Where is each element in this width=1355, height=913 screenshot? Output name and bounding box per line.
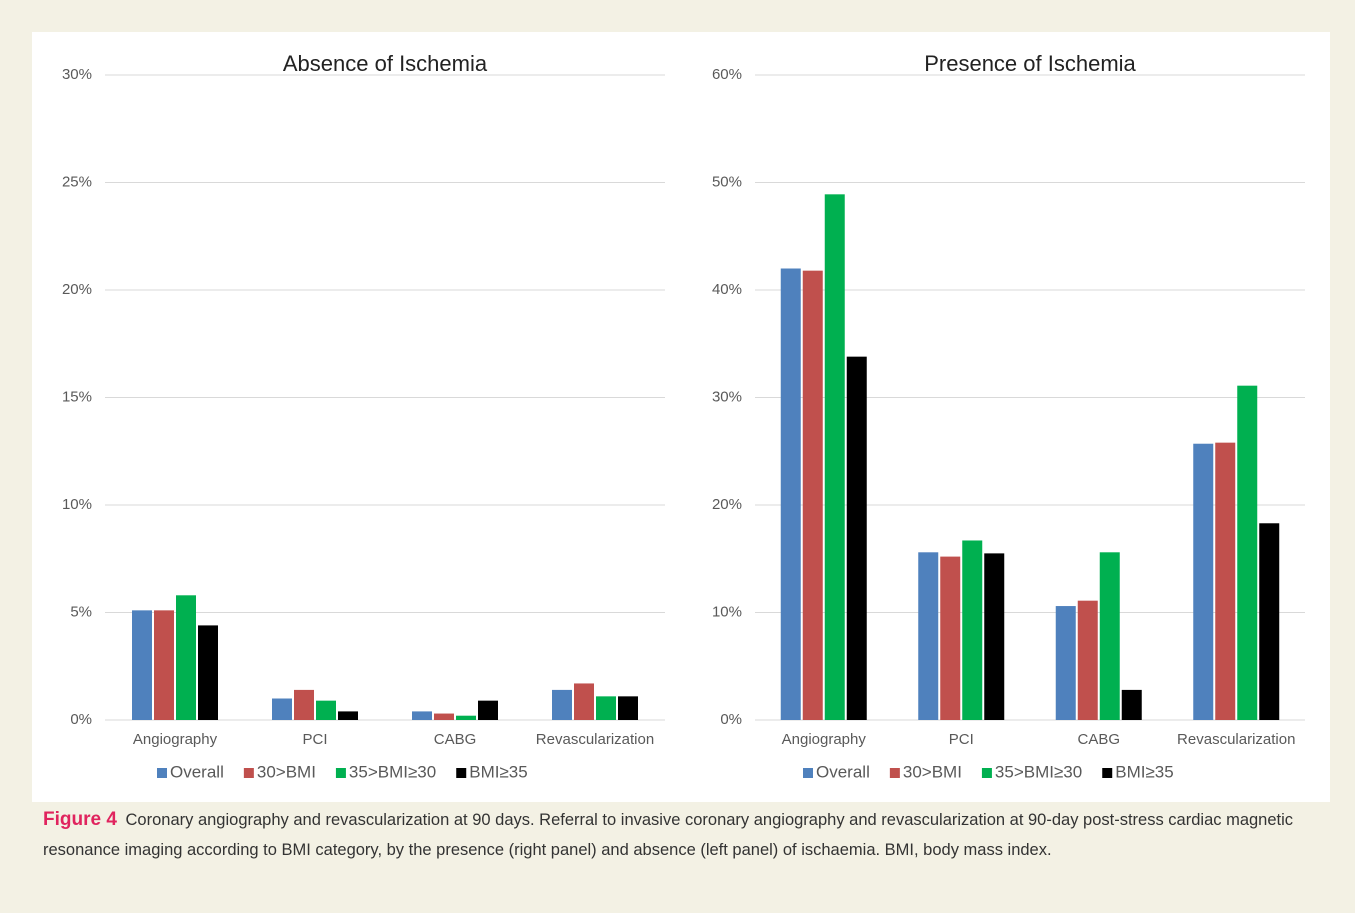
figure: Absence of Ischemia 0% 5% 10% 15% 20% 25% 30% An…	[32, 32, 1330, 802]
bar	[272, 698, 292, 720]
bar	[338, 711, 358, 720]
legend-label: Overall	[816, 762, 870, 781]
bar	[962, 540, 983, 720]
legend-label: 35>BMI≥30	[349, 762, 436, 781]
bar	[154, 610, 174, 720]
bar	[1121, 689, 1142, 720]
y-tick-label: 10%	[712, 603, 742, 620]
x-tick-label: Revascularization	[1177, 731, 1295, 748]
y-tick-label: 25%	[62, 173, 92, 190]
bar	[780, 268, 801, 720]
y-tick-label: 50%	[712, 173, 742, 190]
bar	[176, 595, 196, 720]
y-tick-label: 30%	[62, 66, 92, 83]
bar	[918, 552, 939, 720]
x-tick-label: CABG	[1077, 731, 1120, 748]
bar	[1259, 523, 1280, 720]
y-tick-label: 10%	[62, 496, 92, 513]
bar	[412, 711, 432, 720]
legend-label: BMI≥35	[469, 762, 527, 781]
legend-label: 30>BMI	[257, 762, 316, 781]
bar	[574, 683, 594, 720]
bar	[846, 356, 867, 720]
bar	[1099, 552, 1120, 720]
bar	[316, 700, 336, 720]
bar	[1193, 443, 1214, 720]
y-tick-label: 0%	[70, 711, 92, 728]
y-tick-label: 0%	[720, 711, 742, 728]
legend-label: 35>BMI≥30	[995, 762, 1082, 781]
caption: Figure 4 Coronary angiography and revasc…	[43, 805, 1333, 865]
bar	[618, 696, 638, 720]
bar	[434, 713, 454, 720]
bar	[456, 715, 476, 720]
y-tick-label: 20%	[712, 496, 742, 513]
chart-title: Absence of Ischemia	[283, 51, 488, 76]
legend-swatch	[456, 768, 467, 778]
bar	[552, 689, 572, 720]
y-tick-label: 60%	[712, 66, 742, 83]
y-tick-label: 5%	[70, 603, 92, 620]
x-tick-label: Angiography	[133, 731, 218, 748]
legend-label: 30>BMI	[903, 762, 962, 781]
legend-label: BMI≥35	[1115, 762, 1173, 781]
legend-swatch	[803, 768, 813, 778]
bar	[132, 610, 152, 720]
legend-swatch	[981, 768, 992, 778]
legend-label: Overall	[170, 762, 224, 781]
legend-swatch	[157, 768, 167, 778]
caption-text: Coronary angiography and revascularizati…	[43, 811, 1294, 859]
bar	[1237, 385, 1258, 720]
y-tick-label: 15%	[62, 388, 92, 405]
x-tick-label: PCI	[949, 731, 974, 748]
bar	[198, 625, 218, 720]
bar	[984, 553, 1005, 720]
caption-label: Figure 4	[43, 809, 117, 830]
legend-swatch	[335, 768, 346, 778]
bar	[596, 696, 616, 720]
x-tick-label: PCI	[302, 731, 327, 748]
bar	[1077, 600, 1098, 720]
chart-title: Presence of Ischemia	[924, 51, 1136, 76]
bar	[294, 689, 314, 720]
bar	[824, 194, 845, 720]
bar	[478, 700, 498, 720]
bar	[940, 556, 961, 720]
x-tick-label: Revascularization	[536, 731, 654, 748]
x-tick-label: CABG	[434, 731, 477, 748]
bar	[1215, 442, 1236, 720]
legend-swatch	[889, 768, 900, 778]
legend-swatch	[243, 768, 254, 778]
y-tick-label: 40%	[712, 281, 742, 298]
bar	[1055, 606, 1076, 720]
legend-swatch	[1102, 768, 1113, 778]
bar	[802, 270, 823, 720]
y-tick-label: 30%	[712, 388, 742, 405]
y-tick-label: 20%	[62, 281, 92, 298]
x-tick-label: Angiography	[782, 731, 867, 748]
